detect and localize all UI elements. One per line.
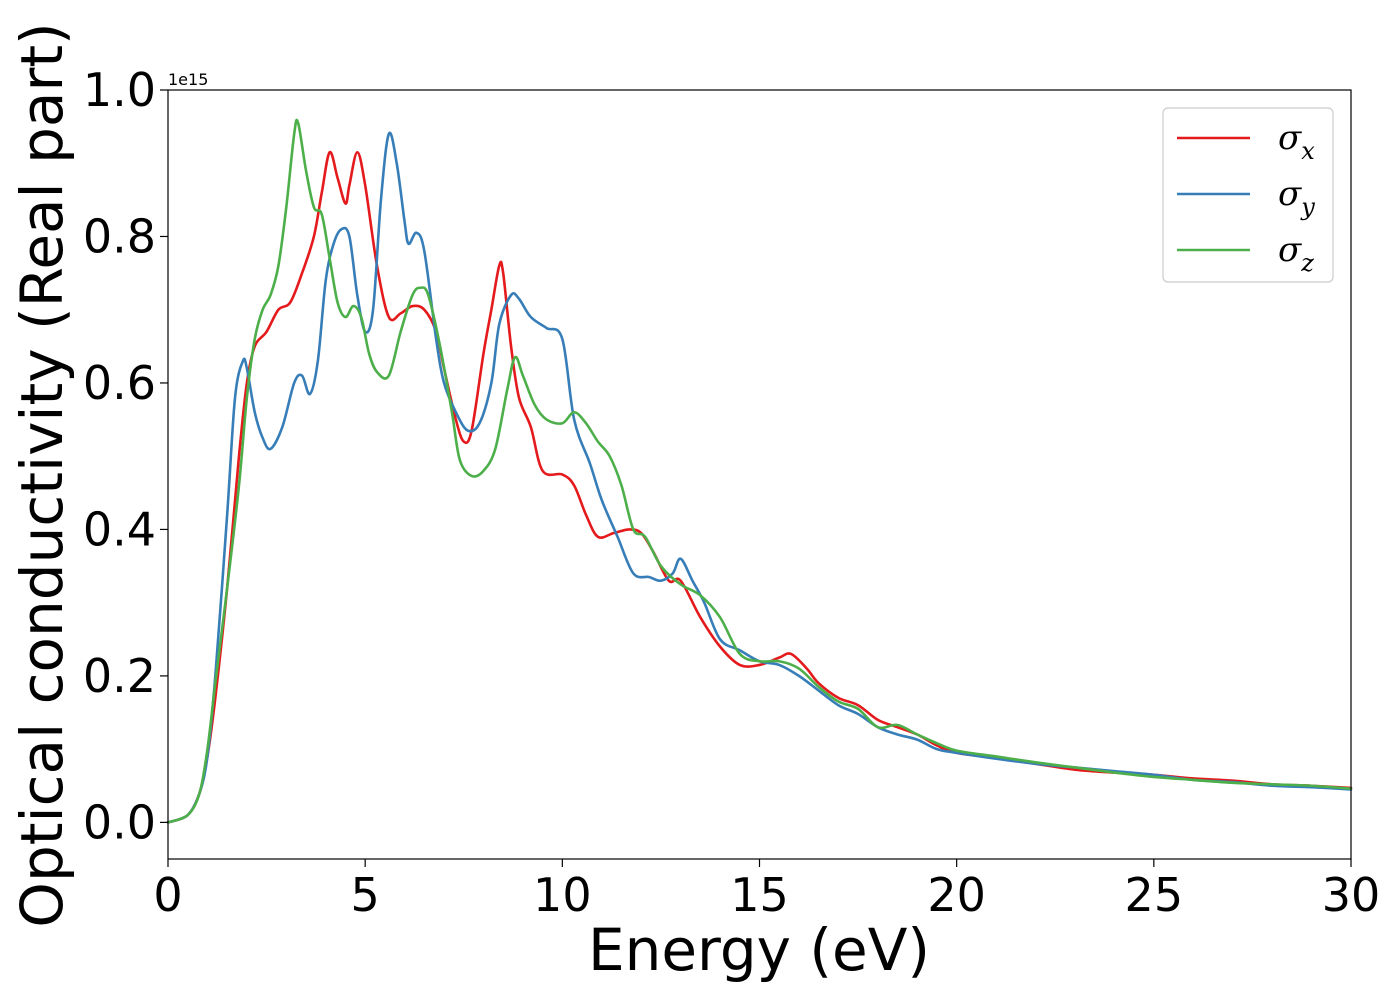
y-tick-label: 0.4 <box>83 502 156 556</box>
legend-subscript: z <box>1300 249 1314 277</box>
legend-label-x: σx <box>1278 118 1315 165</box>
y-tick-label: 0.2 <box>83 649 156 703</box>
x-tick-label: 5 <box>351 868 380 922</box>
y-tick-label: 1.0 <box>83 63 156 117</box>
legend-symbol: σ <box>1278 230 1302 270</box>
series-line-z <box>166 118 1353 824</box>
y-axis-label: Optical conductivity (Real part) <box>8 22 76 927</box>
legend-label-y: σy <box>1278 174 1315 221</box>
x-axis: 0 5 10 15 20 25 30 <box>153 859 1380 922</box>
series-line-y <box>166 131 1353 824</box>
y-tick-label: 0.6 <box>83 356 156 410</box>
x-tick-label: 10 <box>533 868 592 922</box>
y-axis: 0.0 0.2 0.4 0.6 0.8 1.0 <box>83 63 168 849</box>
legend-subscript: y <box>1300 193 1315 221</box>
x-tick-label: 15 <box>730 868 789 922</box>
y-tick-label: 0.8 <box>83 209 156 263</box>
legend-symbol: σ <box>1278 118 1302 158</box>
x-tick-label: 25 <box>1125 868 1184 922</box>
legend-subscript: x <box>1301 137 1315 165</box>
x-axis-label: Energy (eV) <box>588 916 930 984</box>
x-tick-label: 0 <box>153 868 182 922</box>
legend-symbol: σ <box>1278 174 1302 214</box>
series-lines <box>166 118 1353 824</box>
legend-label-z: σz <box>1278 230 1314 277</box>
y-offset-label: 1e15 <box>168 70 208 89</box>
y-tick-label: 0.0 <box>83 795 156 849</box>
x-tick-label: 30 <box>1322 868 1381 922</box>
x-tick-label: 20 <box>927 868 986 922</box>
